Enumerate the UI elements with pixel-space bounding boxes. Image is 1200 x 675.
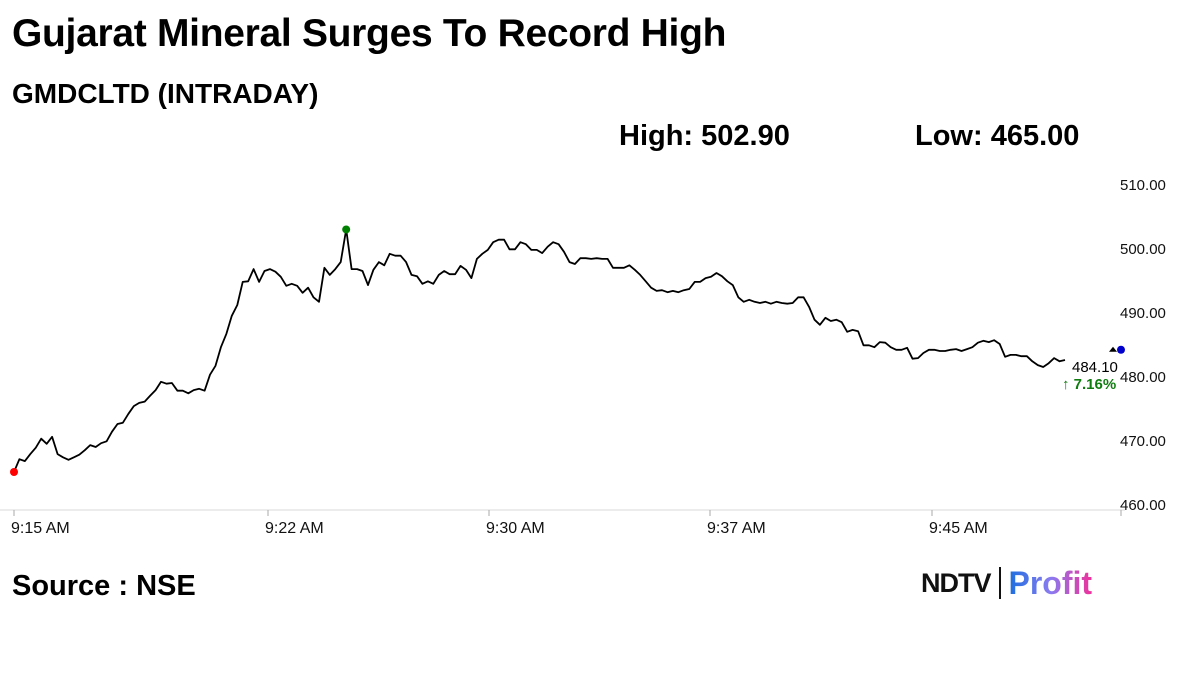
low-point-marker: [10, 468, 18, 476]
last-point-marker: [1117, 345, 1125, 354]
x-tick-label: 9:45 AM: [929, 520, 988, 537]
x-tick-label: 9:30 AM: [486, 520, 545, 537]
logo-ndtv: NDTV: [921, 567, 991, 598]
y-tick-label: 490.00: [1120, 305, 1166, 322]
y-tick-label: 470.00: [1120, 433, 1166, 450]
logo-profit: Profit: [1008, 564, 1093, 601]
markers: [10, 225, 1125, 476]
x-tick-label: 9:22 AM: [265, 520, 324, 537]
high-value: High: 502.90: [619, 120, 790, 152]
y-tick-label: 460.00: [1120, 497, 1166, 514]
change-label: ↑ 7.16%: [1062, 376, 1116, 393]
high-point-marker: [342, 225, 351, 234]
low-value: Low: 465.00: [915, 120, 1080, 152]
x-tick-label: 9:37 AM: [707, 520, 766, 537]
price-line: [13, 228, 1066, 473]
y-tick-label: 500.00: [1120, 241, 1166, 258]
source-label: Source : NSE: [12, 570, 196, 602]
logo-divider: [998, 567, 1001, 599]
y-tick-label: 510.00: [1120, 177, 1166, 194]
x-tick-label: 9:15 AM: [11, 520, 70, 537]
ndtv-profit-logo: NDTV Profit: [921, 565, 1092, 601]
last-value-label: 484.10: [1072, 359, 1118, 376]
y-tick-label: 480.00: [1120, 369, 1166, 386]
page-title: Gujarat Mineral Surges To Record High: [12, 12, 727, 55]
last-triangle-icon: [1109, 346, 1117, 352]
x-axis: 9:15 AM 9:22 AM 9:30 AM 9:37 AM 9:45 AM: [0, 509, 1125, 537]
y-axis: 460.00 470.00 480.00 490.00 500.00 510.00: [1120, 177, 1166, 514]
chart-subtitle: GMDCLTD (INTRADAY): [12, 78, 319, 109]
